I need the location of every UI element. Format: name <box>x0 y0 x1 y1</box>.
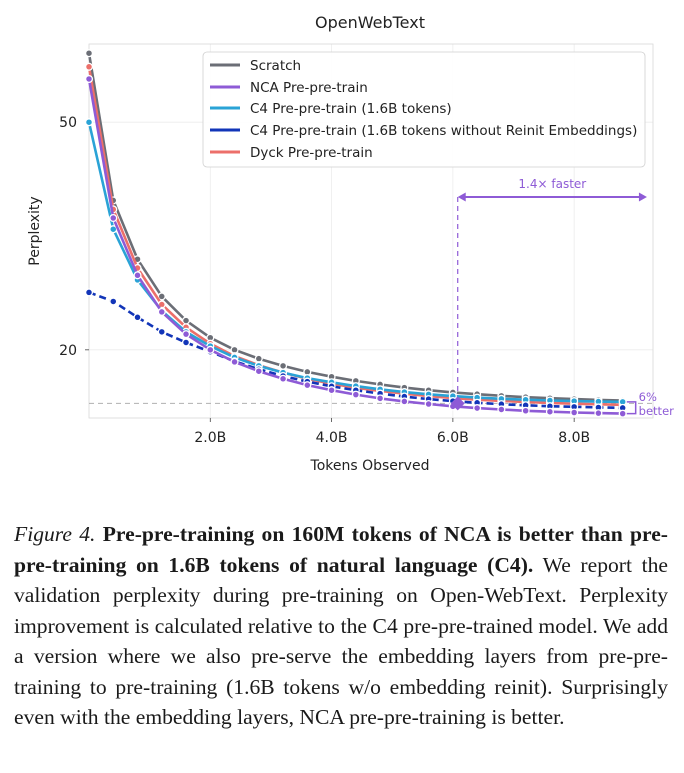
data-point-nca <box>424 399 433 409</box>
caption-text: We report the validation perplexity duri… <box>14 552 668 730</box>
caption-label: Figure 4. <box>14 522 96 546</box>
data-point-nca <box>254 367 263 376</box>
data-point-nca <box>521 406 530 415</box>
data-point-scratch <box>254 354 263 363</box>
better-bracket <box>626 401 637 415</box>
data-point-nca <box>206 345 215 354</box>
data-point-nca <box>303 381 312 390</box>
better-label-word: better <box>639 404 674 418</box>
x-tick-label: 2.0B <box>194 430 226 446</box>
caption-bold: Pre-pre-training on 160M tokens of NCA i… <box>14 522 668 577</box>
legend-label-dyck: Dyck Pre-pre-train <box>250 145 373 161</box>
data-point-nca <box>351 390 360 399</box>
legend: Scratch NCA Pre-pre-train C4 Pre-pre-tra… <box>202 51 646 168</box>
better-label-percent: 6% <box>639 390 657 404</box>
perplexity-chart: OpenWebText Tokens Observed Perplexity 2… <box>27 13 674 474</box>
data-point-nca <box>594 409 603 418</box>
data-point-nca <box>545 407 554 416</box>
series-lines <box>84 49 627 418</box>
y-axis-label: Perplexity <box>27 196 43 265</box>
legend-box <box>202 51 646 168</box>
figure-caption: Figure 4. Pre-pre-training on 160M token… <box>14 519 668 733</box>
data-point-nca <box>570 408 579 417</box>
x-tick-label: 4.0B <box>316 430 348 446</box>
data-point-scratch <box>279 361 288 370</box>
x-tick-label: 6.0B <box>437 430 469 446</box>
nca-highlight-marker <box>450 396 465 411</box>
data-point-c4-no-reinit <box>133 313 142 322</box>
data-point-c4-no-reinit <box>157 327 166 336</box>
axis-ticks: 2.0B 4.0B 6.0B 8.0B 20 50 <box>59 115 590 446</box>
plot-area <box>88 43 654 419</box>
data-point-nca <box>181 330 191 339</box>
data-point-scratch <box>84 49 94 58</box>
data-point-nca <box>279 374 288 383</box>
data-point-dyck <box>84 62 94 71</box>
data-point-nca <box>327 386 336 395</box>
data-point-nca <box>618 409 627 418</box>
y-tick-label: 50 <box>59 115 77 131</box>
x-axis-label: Tokens Observed <box>310 458 430 474</box>
legend-label-c4: C4 Pre-pre-train (1.6B tokens) <box>250 101 452 117</box>
data-point-c4-no-reinit <box>84 288 94 297</box>
data-point-nca <box>133 271 142 280</box>
data-point-nca <box>473 404 482 413</box>
data-point-c4-no-reinit <box>109 297 118 306</box>
faster-arrow-right-head <box>638 192 647 202</box>
data-point-c4 <box>84 118 94 127</box>
data-point-c4-no-reinit <box>181 338 191 347</box>
data-point-nca <box>497 405 506 414</box>
legend-label-c4-no-reinit: C4 Pre-pre-train (1.6B tokens without Re… <box>250 123 637 139</box>
legend-label-nca: NCA Pre-pre-train <box>250 80 368 96</box>
data-point-nca <box>400 397 409 406</box>
data-point-nca <box>109 213 118 223</box>
data-point-nca <box>230 357 239 366</box>
y-tick-label: 20 <box>59 343 77 359</box>
data-point-scratch <box>181 316 191 325</box>
faster-arrow-left-head <box>457 192 466 202</box>
chart-title: OpenWebText <box>315 13 425 32</box>
data-point-nca <box>157 307 166 316</box>
faster-label: 1.4× faster <box>518 177 586 191</box>
x-tick-label: 8.0B <box>558 430 590 446</box>
legend-label-scratch: Scratch <box>250 58 301 74</box>
data-point-nca <box>376 394 385 403</box>
data-point-nca <box>84 74 94 84</box>
data-point-scratch <box>157 292 166 301</box>
